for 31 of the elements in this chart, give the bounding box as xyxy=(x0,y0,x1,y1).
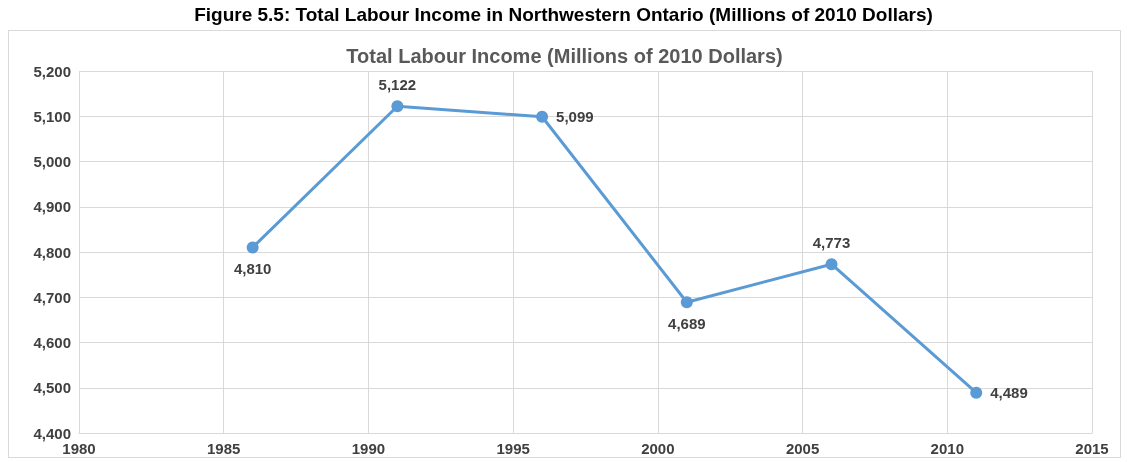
point xyxy=(970,386,983,399)
y-tick-label: 4,800 xyxy=(33,243,71,261)
x-tick-label: 2000 xyxy=(641,440,675,457)
x-tick-label: 1980 xyxy=(62,440,96,457)
x-tick-label: 2005 xyxy=(785,440,820,457)
point xyxy=(825,258,838,271)
chart-subtitle: Total Labour Income (Millions of 2010 Dollars) xyxy=(346,45,783,67)
x-tick-label: 2010 xyxy=(930,440,964,457)
point xyxy=(246,241,259,254)
y-tick-label: 5,200 xyxy=(33,62,71,80)
chart-title: Figure 5.5: Total Labour Income in Northwestern Ontario (Millions of 2010 Dollars) xyxy=(193,3,934,27)
y-tick-label: 4,900 xyxy=(33,198,71,216)
x-tick-label: 2015 xyxy=(1075,440,1109,457)
y-tick-label: 4,400 xyxy=(33,424,71,442)
data-label: 5,099 xyxy=(556,108,594,126)
data-label: 4,689 xyxy=(668,315,706,333)
y-tick-label: 5,100 xyxy=(33,107,71,125)
data-label: 4,810 xyxy=(233,260,272,278)
x-tick-label: 1990 xyxy=(351,440,386,457)
point xyxy=(536,110,549,123)
data-label: 5,122 xyxy=(378,76,417,94)
x-tick-label: 1985 xyxy=(207,440,241,457)
y-tick-label: 4,500 xyxy=(33,379,71,397)
y-tick-label: 4,600 xyxy=(33,334,71,351)
data-label: 4,489 xyxy=(990,384,1028,402)
point xyxy=(680,296,693,309)
data-label: 4,773 xyxy=(812,234,851,252)
y-tick-label: 4,700 xyxy=(33,288,71,306)
point xyxy=(391,100,404,113)
y-tick-label: 5,000 xyxy=(33,153,71,170)
x-tick-label: 1995 xyxy=(496,440,530,457)
